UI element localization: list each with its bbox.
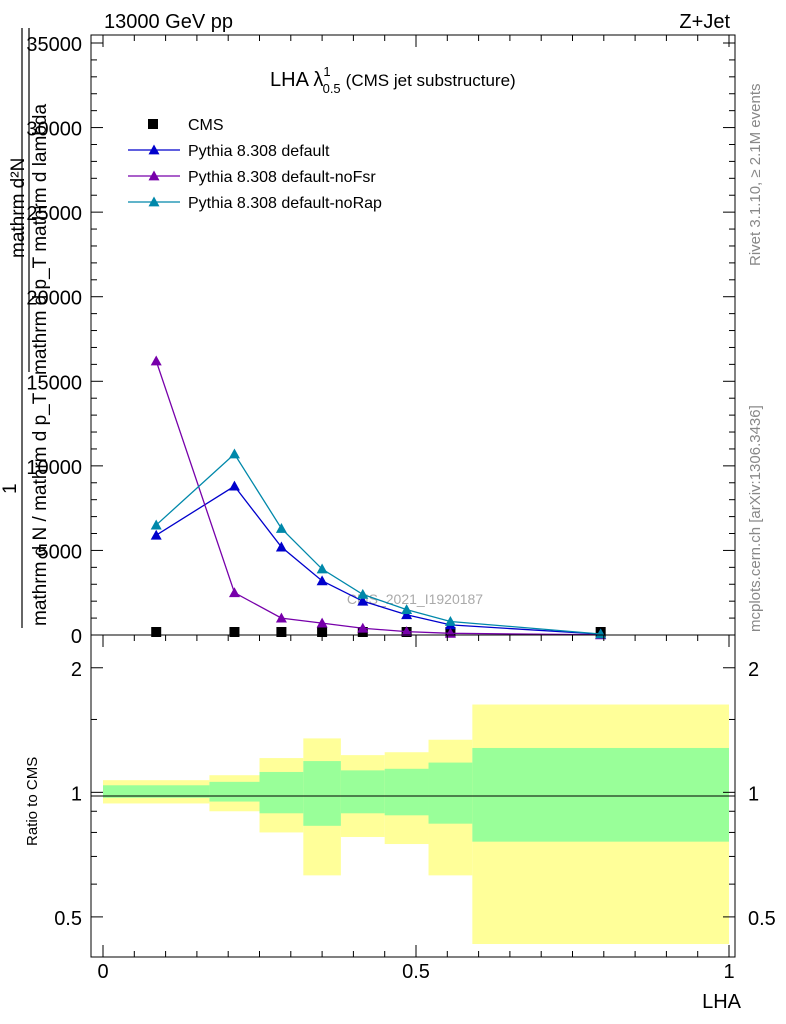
ratio-stat-band bbox=[428, 762, 473, 824]
ratio-y-tick-label: 2 bbox=[71, 659, 82, 681]
data-point-triangle bbox=[316, 563, 328, 574]
energy-label: 13000 GeV pp bbox=[104, 11, 233, 33]
ratio-bands bbox=[103, 704, 729, 945]
ratio-y-tick-label: 1 bbox=[71, 783, 82, 805]
x-tick-label: 0 bbox=[97, 961, 108, 983]
title-sup: 1 bbox=[323, 64, 330, 79]
ratio-y-tick-label-right: 2 bbox=[748, 659, 759, 681]
data-point-triangle bbox=[401, 604, 413, 615]
ratio-stat-band bbox=[384, 768, 429, 816]
title-paren: (CMS jet substructure) bbox=[346, 71, 516, 90]
data-point-cms bbox=[151, 627, 162, 637]
ratio-frame bbox=[90, 634, 736, 958]
data-point-triangle bbox=[228, 448, 240, 459]
legend-label: Pythia 8.308 default-noRap bbox=[188, 195, 382, 212]
series-line bbox=[155, 453, 601, 635]
ratio-stat-band bbox=[340, 770, 385, 814]
series-line bbox=[155, 485, 601, 635]
ratio-stat-band bbox=[303, 761, 341, 826]
data-point-triangle bbox=[357, 622, 369, 633]
data-point-triangle bbox=[150, 519, 162, 530]
plot-title: LHA λ1 0.5 (CMS jet substructure) bbox=[270, 64, 516, 96]
data-point-triangle bbox=[275, 541, 287, 552]
ratio-y-label: Ratio to CMS bbox=[24, 757, 41, 846]
data-point-triangle bbox=[150, 355, 162, 366]
data-point-cms bbox=[276, 627, 287, 637]
data-point-triangle bbox=[150, 529, 162, 540]
data-point-cms bbox=[317, 627, 328, 637]
legend-marker-triangle bbox=[148, 170, 160, 181]
legend-marker-triangle bbox=[148, 144, 160, 155]
main-y-label: mathrm d²N mathrm d p_T mathrm d lambda … bbox=[0, 28, 51, 628]
rivet-label: Rivet 3.1.10, ≥ 2.1M events bbox=[747, 84, 764, 267]
data-point-triangle bbox=[357, 595, 369, 606]
series-line bbox=[155, 360, 601, 636]
data-point-triangle bbox=[228, 587, 240, 598]
legend-label: Pythia 8.308 default-noFsr bbox=[188, 169, 376, 186]
ylabel-line1: mathrm d²N bbox=[8, 158, 29, 258]
process-label: Z+Jet bbox=[679, 11, 730, 33]
legend-marker-square bbox=[148, 119, 158, 129]
data-point-triangle bbox=[401, 609, 413, 620]
main-x-ticks bbox=[102, 35, 730, 47]
y-tick-label: 35000 bbox=[26, 34, 82, 56]
legend-marker-triangle bbox=[148, 196, 160, 207]
y-tick-label: 5000 bbox=[38, 541, 83, 563]
ratio-stat-band bbox=[472, 747, 729, 842]
ratio-y-tick-label-right: 1 bbox=[748, 783, 759, 805]
x-axis-label: LHA bbox=[702, 991, 742, 1013]
title-main: LHA λ bbox=[270, 69, 323, 91]
y-tick-label: 25000 bbox=[26, 203, 82, 225]
svg-text:LHA λ10.5(CMS jet substructure: LHA λ1 0.5 (CMS jet substructure) bbox=[270, 64, 516, 96]
ratio-stat-band bbox=[103, 785, 210, 798]
ylabel-line2: mathrm d p_T mathrm d lambda bbox=[30, 104, 51, 375]
y-tick-label: 15000 bbox=[26, 372, 82, 394]
legend-label: Pythia 8.308 default bbox=[188, 143, 330, 160]
data-point-triangle bbox=[275, 522, 287, 533]
main-y-axis: 0 5000 10000 15000 20000 25000 30000 35000 bbox=[26, 34, 735, 648]
ylabel-prefix: 1 bbox=[0, 483, 21, 494]
title-sub: 0.5 bbox=[323, 81, 341, 96]
main-panel: 0 5000 10000 15000 20000 25000 30000 35000 CMS_… bbox=[0, 28, 736, 648]
y-tick-label: 30000 bbox=[26, 119, 82, 141]
ratio-y-axis: 0.5 0.5 1 1 2 2 bbox=[54, 659, 776, 930]
legend: CMS Pythia 8.308 default Pythia 8.308 defa… bbox=[128, 117, 382, 212]
data-point-triangle bbox=[357, 588, 369, 599]
ratio-stat-band bbox=[259, 771, 304, 814]
ratio-y-tick-label-right: 0.5 bbox=[748, 908, 776, 930]
data-point-cms bbox=[229, 627, 240, 637]
x-tick-label: 0.5 bbox=[402, 961, 430, 983]
data-point-triangle bbox=[316, 617, 328, 628]
ratio-y-tick-label: 0.5 bbox=[54, 908, 82, 930]
legend-label: CMS bbox=[188, 117, 224, 134]
data-point-triangle bbox=[316, 575, 328, 586]
ratio-x-axis: 0 0.5 1 bbox=[97, 635, 735, 983]
x-tick-label: 1 bbox=[723, 961, 734, 983]
ratio-panel: 0.5 0.51 12 2 0 0.5 1 Ratio to CMS bbox=[24, 634, 776, 983]
data-point-triangle bbox=[444, 615, 456, 626]
ratio-stat-band bbox=[209, 781, 260, 802]
data-point-triangle bbox=[228, 480, 240, 491]
y-tick-label: 0 bbox=[71, 626, 82, 648]
mcplots-label: mcplots.cern.ch [arXiv:1306.3436] bbox=[747, 405, 764, 632]
y-tick-label: 10000 bbox=[26, 457, 82, 479]
data-point-triangle bbox=[275, 612, 287, 623]
ylabel-line3: mathrm d N / mathrm d p_T bbox=[30, 392, 51, 626]
analysis-id: CMS_2021_I1920187 bbox=[347, 591, 483, 607]
data-point-triangle bbox=[401, 626, 413, 637]
y-tick-label: 20000 bbox=[26, 288, 82, 310]
